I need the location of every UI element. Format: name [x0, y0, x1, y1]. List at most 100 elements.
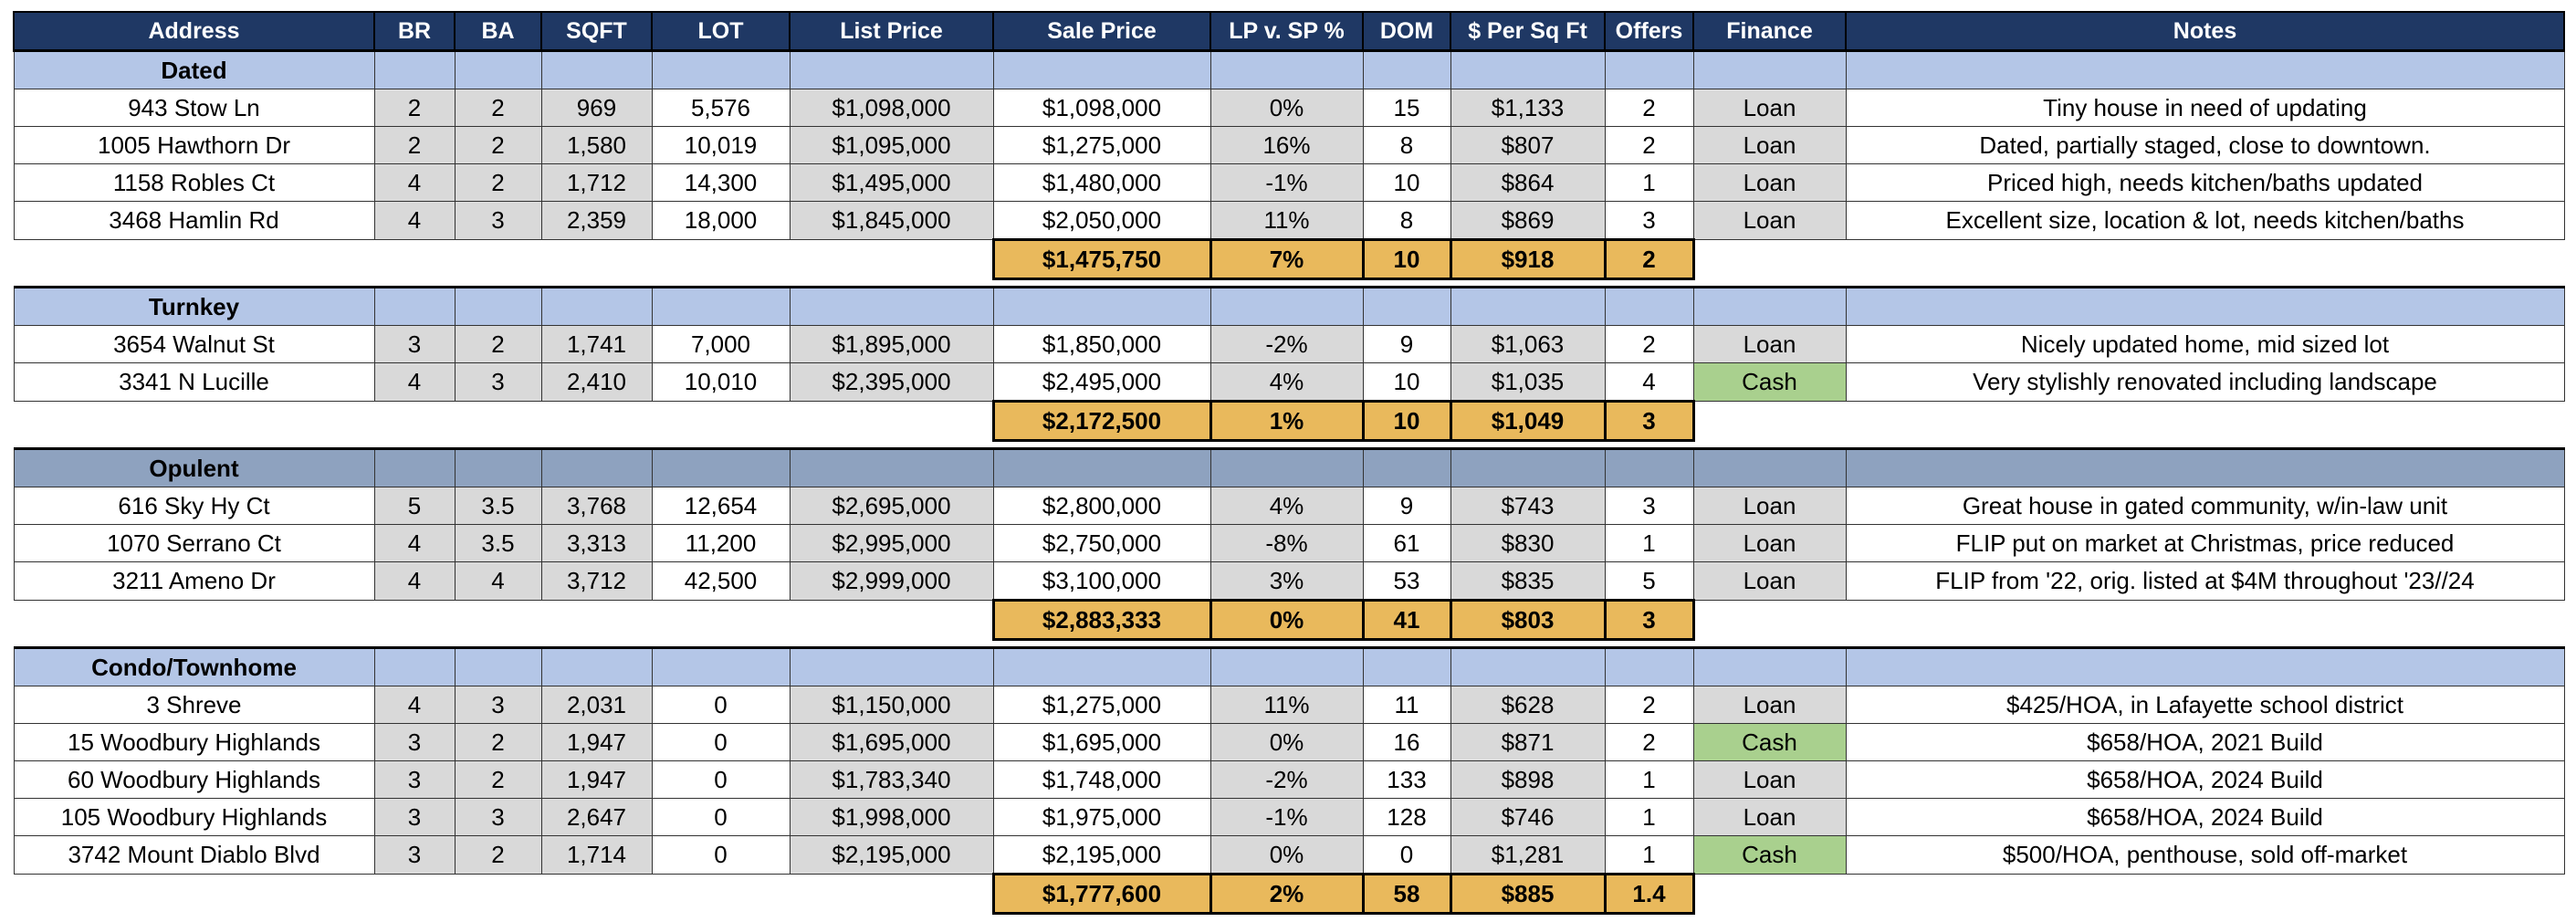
- cell: $658/HOA, 2024 Build: [1845, 798, 2565, 836]
- cell: 1070 Serrano Ct: [13, 524, 375, 562]
- cell: 3: [1604, 487, 1694, 525]
- group-cell: [1604, 49, 1694, 89]
- cell: Very stylishly renovated including lands…: [1845, 362, 2565, 402]
- cell: $2,750,000: [992, 524, 1211, 562]
- group-cell: [789, 646, 994, 686]
- summary-cell: 41: [1361, 599, 1452, 641]
- cell: 4%: [1209, 362, 1364, 402]
- empty-cell: [652, 402, 790, 441]
- group-cell: [1845, 646, 2565, 686]
- data-row: 3742 Mount Diablo Blvd 3 2 1,714 0 $2,195,000…: [13, 835, 2565, 875]
- cell: 3,712: [540, 561, 653, 601]
- cell: 11,200: [651, 524, 791, 562]
- empty-cell: [652, 875, 790, 914]
- data-row: 1070 Serrano Ct 4 3.5 3,313 11,200 $2,995,000…: [13, 524, 2565, 562]
- column-header: BR: [373, 11, 456, 52]
- cell: Nicely updated home, mid sized lot: [1845, 325, 2565, 363]
- cell: $425/HOA, in Lafayette school district: [1845, 686, 2565, 724]
- cell: 1158 Robles Ct: [13, 163, 375, 202]
- column-header: $ Per Sq Ft: [1450, 11, 1606, 52]
- summary-cell: 58: [1361, 873, 1452, 915]
- cell: 0%: [1209, 89, 1364, 127]
- cell: 2: [1604, 325, 1694, 363]
- summary-cell: $803: [1449, 599, 1607, 641]
- empty-cell: [1693, 601, 1846, 640]
- cell: $1,035: [1450, 362, 1606, 402]
- cell: $2,999,000: [789, 561, 994, 601]
- cell: 1,947: [540, 723, 653, 761]
- group-cell: [1845, 49, 2565, 89]
- cell: $898: [1450, 760, 1606, 799]
- empty-cell: [541, 875, 652, 914]
- cell: $1,095,000: [789, 126, 994, 164]
- finance-cell: Loan: [1692, 760, 1847, 799]
- cell: 4: [373, 561, 456, 601]
- empty-cell: [374, 601, 455, 640]
- group-cell: [1692, 49, 1847, 89]
- group-cell: [1209, 447, 1364, 487]
- data-row: 943 Stow Ln 2 2 969 5,576 $1,098,000 $1,098,00…: [13, 89, 2565, 127]
- group-cell: [540, 286, 653, 326]
- cell: 42,500: [651, 561, 791, 601]
- group-cell: [651, 447, 791, 487]
- group-cell: [1209, 49, 1364, 89]
- group-cell: [454, 447, 542, 487]
- cell: 3654 Walnut St: [13, 325, 375, 363]
- empty-cell: [374, 402, 455, 441]
- cell: 2: [454, 760, 542, 799]
- cell: 4: [373, 201, 456, 240]
- column-header: Finance: [1692, 11, 1847, 52]
- cell: 4: [373, 524, 456, 562]
- finance-cell: Cash: [1692, 835, 1847, 875]
- cell: 2,410: [540, 362, 653, 402]
- cell: 1: [1604, 835, 1694, 875]
- group-cell: [1209, 646, 1364, 686]
- cell: -1%: [1209, 163, 1364, 202]
- cell: 8: [1362, 201, 1451, 240]
- cell: 2: [454, 723, 542, 761]
- finance-cell: Loan: [1692, 686, 1847, 724]
- cell: 943 Stow Ln: [13, 89, 375, 127]
- finance-cell: Loan: [1692, 201, 1847, 240]
- empty-cell: [790, 875, 993, 914]
- cell: 3: [373, 835, 456, 875]
- group-cell: [540, 49, 653, 89]
- finance-cell: Loan: [1692, 163, 1847, 202]
- empty-cell: [1846, 240, 2564, 279]
- cell: 2: [373, 126, 456, 164]
- summary-cell: 2%: [1209, 873, 1365, 915]
- cell: 8: [1362, 126, 1451, 164]
- group-cell: [373, 286, 456, 326]
- cell: 2: [454, 325, 542, 363]
- cell: 1,712: [540, 163, 653, 202]
- data-row: 616 Sky Hy Ct 5 3.5 3,768 12,654 $2,695,000 $2…: [13, 487, 2565, 525]
- header-row: Address BR BA SQFT LOT List Price Sale Price LP…: [13, 11, 2565, 52]
- group-cell: [540, 447, 653, 487]
- finance-cell: Loan: [1692, 561, 1847, 601]
- data-row: 3341 N Lucille 4 3 2,410 10,010 $2,395,000 $2,…: [13, 362, 2565, 402]
- group-cell: [540, 646, 653, 686]
- cell: $1,063: [1450, 325, 1606, 363]
- group-cell: [992, 646, 1211, 686]
- summary-row: $2,883,333 0% 41 $803 3: [14, 599, 2564, 641]
- finance-cell: Cash: [1692, 723, 1847, 761]
- cell: 1: [1604, 760, 1694, 799]
- group-cell: [789, 286, 994, 326]
- summary-cell: 10: [1361, 400, 1452, 442]
- table-body: Dated 943 Stow Ln 2 2 969 5,576 $1,098,000 $1,0…: [13, 49, 2565, 915]
- group-cell: [373, 49, 456, 89]
- summary-cell: 0%: [1209, 599, 1365, 641]
- finance-cell: Loan: [1692, 126, 1847, 164]
- cell: $1,695,000: [992, 723, 1211, 761]
- cell: 1005 Hawthorn Dr: [13, 126, 375, 164]
- cell: 5,576: [651, 89, 791, 127]
- cell: $743: [1450, 487, 1606, 525]
- cell: 3742 Mount Diablo Blvd: [13, 835, 375, 875]
- cell: $1,975,000: [992, 798, 1211, 836]
- cell: $1,845,000: [789, 201, 994, 240]
- group-cell: [992, 447, 1211, 487]
- empty-cell: [541, 601, 652, 640]
- cell: $628: [1450, 686, 1606, 724]
- cell: 3211 Ameno Dr: [13, 561, 375, 601]
- group-cell: [1362, 447, 1451, 487]
